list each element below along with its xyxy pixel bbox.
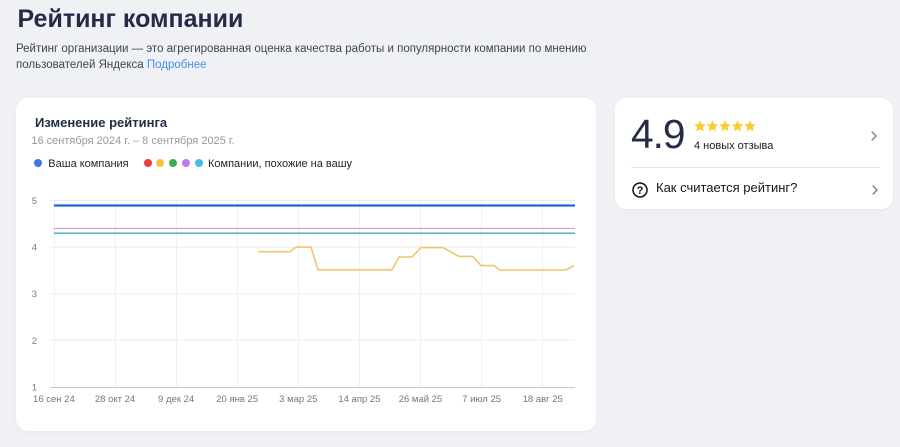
svg-text:3: 3 <box>32 289 37 300</box>
svg-text:3 мар 25: 3 мар 25 <box>279 394 317 405</box>
svg-text:1: 1 <box>32 382 37 393</box>
svg-text:2: 2 <box>32 336 37 347</box>
svg-text:28 окт 24: 28 окт 24 <box>95 394 135 405</box>
svg-text:7 июл 25: 7 июл 25 <box>462 394 501 405</box>
svg-text:20 янв 25: 20 янв 25 <box>216 394 258 405</box>
svg-text:18 авг 25: 18 авг 25 <box>523 394 563 405</box>
svg-text:5: 5 <box>32 196 37 207</box>
svg-text:9 дек 24: 9 дек 24 <box>158 394 194 405</box>
svg-text:?: ? <box>637 185 644 197</box>
svg-text:26 май 25: 26 май 25 <box>399 394 443 405</box>
svg-text:4: 4 <box>32 243 37 254</box>
svg-text:14 апр 25: 14 апр 25 <box>338 394 380 405</box>
svg-text:16 сен 24: 16 сен 24 <box>33 394 75 405</box>
